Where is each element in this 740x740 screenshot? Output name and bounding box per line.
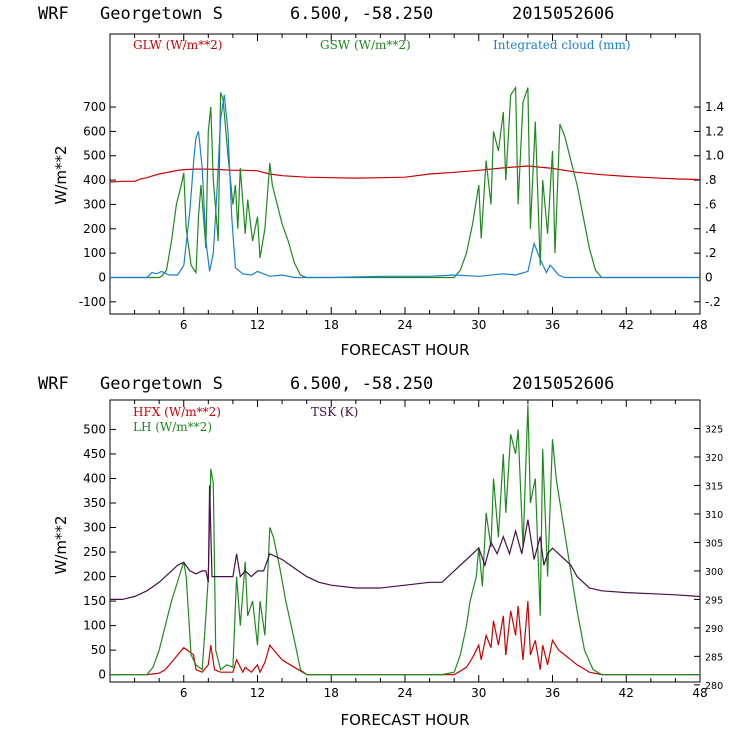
top-legend-glw: GLW (W/m**2) <box>133 38 222 52</box>
top-header-model: WRF <box>38 4 69 24</box>
top-y-tick-label: 600 <box>83 124 106 138</box>
bottom-y2-tick-label: 295 <box>705 595 723 606</box>
bottom-x-tick-label: 48 <box>692 686 707 700</box>
top-legend-cloud: Integrated cloud (mm) <box>493 38 631 52</box>
top-x-tick-label: 42 <box>619 318 634 332</box>
bottom-series-hfx <box>110 601 700 676</box>
top-xlabel: FORECAST HOUR <box>340 341 469 359</box>
bottom-x-tick-label: 12 <box>250 686 265 700</box>
bottom-header-model: WRF <box>38 374 69 394</box>
bottom-legend-hfx: HFX (W/m**2) <box>133 405 221 419</box>
bottom-x-tick-label: 18 <box>324 686 339 700</box>
top-y2-tick-label: .8 <box>705 173 716 187</box>
bottom-header-coords: 6.500, -58.250 <box>290 374 433 394</box>
bottom-series-tsk <box>110 485 701 601</box>
bottom-x-tick-label: 24 <box>397 686 412 700</box>
top-y2-tick-label: .4 <box>705 222 716 236</box>
top-y-tick-label: -100 <box>79 295 106 309</box>
bottom-x-tick-label: 30 <box>471 686 486 700</box>
bottom-plot-frame <box>109 399 701 683</box>
top-y2-tick-label: 1.4 <box>705 100 724 114</box>
bottom-legend-lh: LH (W/m**2) <box>133 420 212 434</box>
bottom-y-tick-label: 200 <box>83 570 106 584</box>
top-header-station: Georgetown S <box>100 4 223 24</box>
bottom-y-tick-label: 100 <box>83 619 106 633</box>
bottom-x-tick-label: 6 <box>180 686 188 700</box>
top-legend-gsw: GSW (W/m**2) <box>320 38 411 52</box>
bottom-x-tick-label: 42 <box>619 686 634 700</box>
top-x-tick-label: 24 <box>397 318 412 332</box>
top-x-tick-label: 12 <box>250 318 265 332</box>
top-plot-frame <box>109 33 701 315</box>
top-series-glw <box>109 165 701 183</box>
top-y-tick-label: 700 <box>83 100 106 114</box>
bottom-y2-tick-label: 300 <box>705 567 723 578</box>
bottom-y2-tick-label: 320 <box>705 453 723 464</box>
top-x-tick-label: 6 <box>180 318 188 332</box>
top-x-tick-label: 36 <box>545 318 560 332</box>
bottom-y2-tick-label: 290 <box>705 624 723 635</box>
bottom-y-tick-label: 450 <box>83 447 106 461</box>
bottom-legend-tsk: TSK (K) <box>311 405 358 419</box>
top-y2-tick-label: 0 <box>705 270 713 284</box>
bottom-ticks: 6 12 18 24 30 36 42 48 0 50 100 150 200 250 300 350 400 4… <box>83 400 723 700</box>
top-header-coords: 6.500, -58.250 <box>290 4 433 24</box>
top-x-tick-label: 30 <box>471 318 486 332</box>
top-series-gsw <box>110 85 700 279</box>
top-y2-tick-label: .6 <box>705 197 716 211</box>
bottom-header-run: 2015052606 <box>512 374 614 394</box>
panel-top: WRF Georgetown S 6.500, -58.250 20150526… <box>38 4 724 359</box>
top-y-tick-label: 400 <box>83 173 106 187</box>
top-x-tick-label: 48 <box>692 318 707 332</box>
bottom-series <box>110 404 701 676</box>
top-header-run: 2015052606 <box>512 4 614 24</box>
top-y2-tick-label: 1.0 <box>705 149 724 163</box>
panel-bottom: WRF Georgetown S 6.500, -58.250 20150526… <box>38 374 723 729</box>
bottom-x-tick-label: 36 <box>545 686 560 700</box>
bottom-y-tick-label: 400 <box>83 471 106 485</box>
top-series-integrated <box>110 94 700 279</box>
bottom-y2-tick-label: 280 <box>705 681 723 692</box>
bottom-y2-tick-label: 315 <box>705 481 723 492</box>
bottom-y-tick-label: 350 <box>83 496 106 510</box>
top-ticks: 6 12 18 24 30 36 42 48 -100 0 100 200 300 400 500 600 70… <box>79 34 724 332</box>
top-y-tick-label: 200 <box>83 222 106 236</box>
top-y-tick-label: 100 <box>83 246 106 260</box>
top-y2-tick-label: 1.2 <box>705 124 724 138</box>
top-y2-tick-label: -.2 <box>705 295 721 309</box>
bottom-y-tick-label: 0 <box>98 668 106 682</box>
bottom-xlabel: FORECAST HOUR <box>340 711 469 729</box>
bottom-y2-tick-label: 285 <box>705 652 723 663</box>
bottom-y2-tick-label: 310 <box>705 510 723 521</box>
bottom-header-station: Georgetown S <box>100 374 223 394</box>
top-y2-tick-label: .2 <box>705 246 716 260</box>
bottom-y-tick-label: 50 <box>91 643 106 657</box>
bottom-y-tick-label: 150 <box>83 594 106 608</box>
top-x-tick-label: 18 <box>324 318 339 332</box>
bottom-y-tick-label: 500 <box>83 422 106 436</box>
bottom-y2-tick-label: 325 <box>705 424 723 435</box>
bottom-ylabel: W/m**2 <box>52 515 70 574</box>
top-y-tick-label: 0 <box>98 270 106 284</box>
bottom-y-tick-label: 250 <box>83 545 106 559</box>
bottom-y2-tick-label: 305 <box>705 538 723 549</box>
bottom-series-lh <box>110 404 700 676</box>
top-y-tick-label: 300 <box>83 197 106 211</box>
top-series <box>109 85 701 279</box>
top-ylabel: W/m**2 <box>52 145 70 204</box>
bottom-y-tick-label: 300 <box>83 521 106 535</box>
top-y-tick-label: 500 <box>83 149 106 163</box>
